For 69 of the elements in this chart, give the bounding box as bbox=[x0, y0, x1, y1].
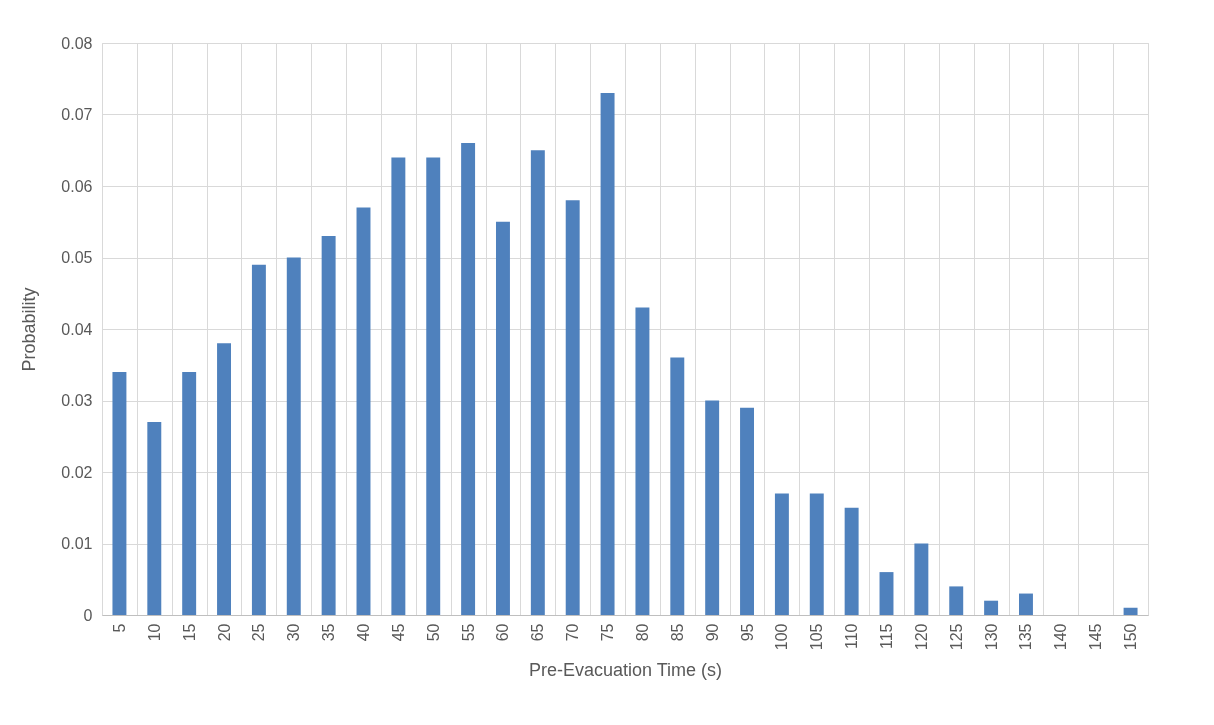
x-tick-label: 145 bbox=[1087, 623, 1105, 651]
bar bbox=[914, 543, 929, 615]
x-tick-label: 20 bbox=[215, 623, 233, 642]
x-tick-label: 35 bbox=[320, 623, 338, 642]
bar bbox=[286, 257, 301, 615]
bar bbox=[635, 307, 650, 615]
x-tick-label: 80 bbox=[633, 623, 651, 642]
bar bbox=[495, 221, 510, 615]
x-tick-label: 65 bbox=[529, 623, 547, 642]
bar bbox=[1123, 607, 1138, 615]
bar bbox=[461, 143, 476, 615]
bar bbox=[879, 572, 894, 615]
bar bbox=[774, 493, 789, 615]
x-tick-label: 45 bbox=[389, 623, 407, 642]
x-tick-label: 120 bbox=[912, 623, 930, 651]
x-tick-label: 75 bbox=[599, 623, 617, 642]
x-tick-label: 105 bbox=[808, 623, 826, 651]
y-tick-label: 0.05 bbox=[61, 249, 93, 266]
y-axis-title: Probability bbox=[19, 287, 40, 372]
x-tick-label: 40 bbox=[355, 623, 372, 642]
x-tick-label: 125 bbox=[947, 623, 965, 651]
bar bbox=[356, 207, 371, 615]
bar bbox=[600, 93, 615, 615]
y-tick-label: 0.06 bbox=[61, 177, 93, 195]
x-tick-label: 90 bbox=[703, 623, 721, 642]
x-tick-label: 10 bbox=[145, 623, 163, 642]
x-tick-label: 95 bbox=[738, 623, 756, 642]
bar bbox=[984, 600, 999, 615]
y-tick-label: 0.02 bbox=[61, 463, 93, 481]
bar bbox=[844, 507, 859, 615]
bar bbox=[530, 150, 545, 615]
x-tick-label: 60 bbox=[494, 623, 512, 642]
x-tick-label: 135 bbox=[1017, 623, 1035, 651]
x-tick-label: 140 bbox=[1052, 623, 1070, 651]
bar bbox=[217, 343, 232, 615]
bar bbox=[112, 371, 127, 615]
y-tick-label: 0.01 bbox=[61, 535, 93, 552]
bar bbox=[705, 400, 720, 615]
bar bbox=[949, 586, 964, 615]
x-tick-label: 15 bbox=[180, 623, 198, 642]
x-tick-label: 50 bbox=[424, 623, 442, 642]
x-tick-label: 150 bbox=[1122, 623, 1140, 651]
x-tick-label: 5 bbox=[110, 623, 128, 633]
bar bbox=[670, 357, 685, 615]
x-tick-label: 115 bbox=[878, 623, 895, 650]
bar bbox=[740, 407, 755, 615]
y-tick-label: 0.04 bbox=[61, 320, 93, 338]
x-tick-label: 70 bbox=[564, 623, 582, 642]
x-tick-label: 25 bbox=[250, 623, 268, 642]
bar bbox=[182, 371, 197, 615]
x-tick-label: 130 bbox=[982, 623, 1000, 651]
bar bbox=[251, 264, 266, 615]
bar bbox=[809, 493, 824, 615]
y-tick-label: 0.03 bbox=[61, 392, 93, 409]
bar bbox=[391, 157, 406, 615]
x-tick-label: 55 bbox=[459, 623, 477, 642]
y-tick-label: 0.08 bbox=[61, 34, 93, 52]
x-tick-label: 110 bbox=[843, 623, 861, 650]
bar bbox=[321, 236, 336, 615]
bar bbox=[426, 157, 441, 615]
bar bbox=[147, 421, 162, 615]
x-tick-label: 85 bbox=[668, 623, 686, 642]
x-tick-label: 100 bbox=[773, 623, 791, 651]
x-axis-title: Pre-Evacuation Time (s) bbox=[528, 660, 723, 681]
y-tick-label: 0.07 bbox=[61, 106, 93, 123]
y-tick-label: 0 bbox=[83, 606, 93, 624]
bar bbox=[565, 200, 580, 615]
x-tick-label: 30 bbox=[285, 623, 303, 642]
bar bbox=[1018, 593, 1033, 615]
